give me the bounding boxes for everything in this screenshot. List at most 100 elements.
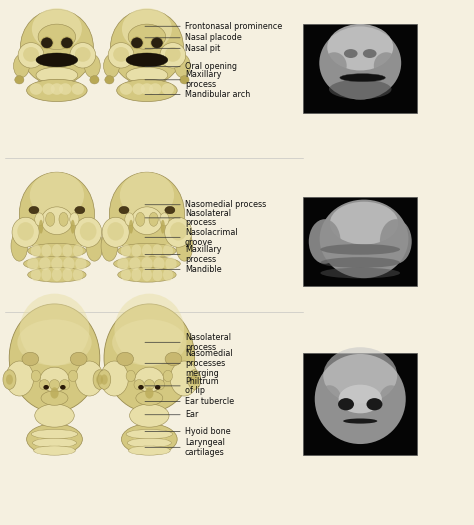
Ellipse shape [320,268,400,278]
Ellipse shape [52,244,62,257]
Ellipse shape [103,55,119,78]
Ellipse shape [108,43,134,68]
Ellipse shape [319,26,401,100]
Ellipse shape [27,79,87,101]
Ellipse shape [31,370,41,382]
Ellipse shape [153,268,163,281]
Ellipse shape [180,76,189,84]
Ellipse shape [84,55,100,78]
Ellipse shape [12,217,39,247]
Ellipse shape [36,53,78,67]
Ellipse shape [24,256,90,271]
Ellipse shape [70,352,87,366]
Ellipse shape [129,220,133,234]
Ellipse shape [46,213,55,226]
Ellipse shape [38,24,76,49]
Ellipse shape [32,438,77,447]
Ellipse shape [36,67,78,83]
Ellipse shape [86,231,103,261]
Ellipse shape [18,43,44,68]
Text: Nasal placode: Nasal placode [185,33,242,43]
Ellipse shape [144,380,155,390]
Ellipse shape [35,447,46,454]
Ellipse shape [121,268,131,281]
Ellipse shape [27,424,82,455]
Ellipse shape [101,231,118,261]
Ellipse shape [41,244,51,257]
Ellipse shape [31,429,78,439]
Text: Mandible: Mandible [185,265,221,274]
Ellipse shape [121,424,177,455]
Ellipse shape [338,385,382,413]
Ellipse shape [144,430,155,438]
Ellipse shape [191,374,198,385]
Ellipse shape [128,24,166,49]
Ellipse shape [22,352,39,366]
Text: Nasal pit: Nasal pit [185,44,220,53]
Ellipse shape [63,244,73,257]
Ellipse shape [30,172,84,218]
Ellipse shape [120,83,132,95]
Ellipse shape [49,439,60,446]
Ellipse shape [39,257,51,270]
Ellipse shape [110,9,183,86]
Ellipse shape [132,83,145,95]
Ellipse shape [340,74,385,82]
Ellipse shape [35,439,46,446]
Ellipse shape [70,213,79,226]
Ellipse shape [145,387,154,398]
Ellipse shape [129,257,141,270]
Ellipse shape [90,76,99,84]
Ellipse shape [149,213,158,226]
Ellipse shape [142,244,152,257]
Ellipse shape [134,380,144,390]
Text: Philtrum
of lip: Philtrum of lip [185,376,219,395]
Ellipse shape [6,361,34,396]
Ellipse shape [160,213,169,226]
Ellipse shape [117,352,134,366]
Ellipse shape [320,244,400,255]
Ellipse shape [117,79,177,101]
Ellipse shape [105,76,114,84]
Ellipse shape [60,385,66,390]
Text: Nasolateral
process: Nasolateral process [185,333,231,352]
Ellipse shape [315,354,406,444]
Ellipse shape [141,83,153,95]
Ellipse shape [126,429,173,439]
Ellipse shape [63,268,73,281]
Ellipse shape [122,8,172,50]
Ellipse shape [176,231,193,261]
Ellipse shape [93,370,106,390]
Ellipse shape [102,217,129,247]
Ellipse shape [131,207,163,235]
Ellipse shape [126,67,168,83]
Ellipse shape [30,83,42,95]
Ellipse shape [49,380,60,390]
Ellipse shape [170,361,198,396]
Ellipse shape [39,380,49,390]
Ellipse shape [379,385,403,418]
Ellipse shape [96,374,103,385]
Ellipse shape [63,447,74,454]
Ellipse shape [59,83,72,95]
Ellipse shape [374,52,399,79]
Text: Hyoid bone: Hyoid bone [185,427,230,436]
Ellipse shape [60,380,70,390]
Ellipse shape [59,213,68,226]
Text: Maxillary
process: Maxillary process [185,245,221,264]
Ellipse shape [63,257,74,270]
Ellipse shape [107,222,124,240]
Text: Frontonasal prominence: Frontonasal prominence [185,22,282,31]
Ellipse shape [120,172,174,218]
Ellipse shape [63,439,74,446]
Ellipse shape [125,213,134,226]
Text: Nasolacrimal
groove: Nasolacrimal groove [185,228,237,247]
Ellipse shape [3,370,16,390]
Ellipse shape [126,370,136,382]
Text: Laryngeal
cartilages: Laryngeal cartilages [185,438,225,457]
Ellipse shape [164,217,192,247]
Ellipse shape [163,268,173,281]
Ellipse shape [329,79,392,99]
Ellipse shape [149,83,162,95]
Text: Ear: Ear [185,410,198,419]
